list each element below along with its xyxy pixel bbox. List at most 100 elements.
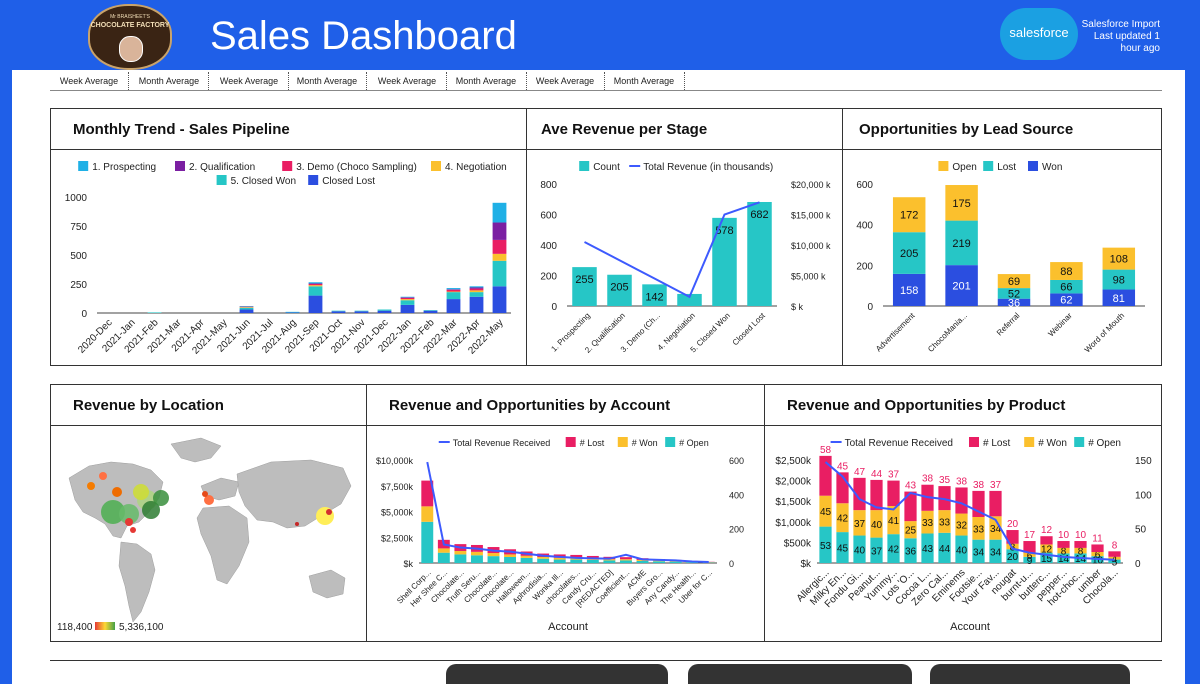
tab-month-average[interactable]: Month Average: [288, 72, 367, 90]
tab-month-average[interactable]: Month Average: [446, 72, 527, 90]
panel-revenue-location: Revenue by Location: [50, 384, 368, 642]
combo-bar-segment: [587, 560, 599, 563]
y-tick-label: 600: [856, 180, 873, 191]
tab-week-average[interactable]: Week Average: [368, 72, 447, 90]
y-tick-label: 200: [856, 261, 873, 272]
tab-month-average[interactable]: Month Average: [130, 72, 209, 90]
y-tick-label: 750: [70, 222, 87, 233]
y2-tick-label: $10,000 k: [791, 241, 831, 251]
legend-label: Open: [952, 162, 976, 173]
legend-label: # Won: [632, 438, 658, 448]
bar-data-label: 158: [900, 285, 918, 297]
combo-bar-segment: [504, 557, 516, 563]
bar-data-label: 37: [854, 519, 866, 530]
bar-data-label: 52: [1008, 288, 1020, 300]
legend-label: 3. Demo (Choco Sampling): [296, 162, 417, 173]
bar-data-label: 88: [1060, 266, 1072, 278]
legend-label: Closed Lost: [322, 176, 375, 187]
world-map[interactable]: 118,400 5,336,100: [51, 426, 367, 641]
y2-tick-label: 400: [729, 490, 744, 500]
legend-min: 118,400: [57, 622, 93, 633]
trend-bar-segment: [240, 306, 254, 307]
trend-bar-segment: [240, 310, 254, 313]
legend-swatch: [175, 161, 185, 171]
combo-bar-segment: [1057, 541, 1069, 548]
bar-data-label: 682: [750, 209, 768, 221]
trend-bar-segment: [470, 290, 484, 292]
trend-bar-segment: [401, 297, 415, 298]
trend-bar-segment: [309, 282, 323, 283]
control-button[interactable]: [930, 664, 1130, 684]
legend-swatch: [969, 437, 979, 447]
tab-week-average[interactable]: Week Average: [210, 72, 289, 90]
y-tick-label: 600: [540, 211, 557, 222]
y-tick-label: $2,500k: [775, 456, 812, 467]
y2-tick-label: 100: [1135, 490, 1152, 501]
location-bubble: [326, 509, 332, 515]
combo-bar-segment: [1108, 551, 1120, 556]
legend-swatch: [217, 175, 227, 185]
legend-label: # Won: [1038, 438, 1067, 449]
location-bubble: [130, 527, 136, 533]
trend-bar-segment: [378, 311, 392, 313]
location-bubble: [316, 507, 334, 525]
bar-data-label: 172: [900, 210, 918, 222]
y-tick-label: 400: [540, 241, 557, 252]
trend-bar-segment: [401, 297, 415, 298]
trend-bar-segment: [493, 223, 507, 240]
combo-bar-segment: [537, 557, 549, 559]
tab-month-average[interactable]: Month Average: [604, 72, 685, 90]
bar-data-label: 98: [1113, 275, 1125, 287]
control-button[interactable]: [446, 664, 668, 684]
location-bubble: [153, 490, 169, 506]
location-bubble: [295, 522, 299, 526]
location-bubble: [87, 482, 95, 490]
tab-week-average[interactable]: Week Average: [526, 72, 605, 90]
bar-data-label: 8: [1112, 540, 1118, 551]
trend-bar-segment: [401, 305, 415, 313]
control-button[interactable]: [688, 664, 912, 684]
trend-bar-segment: [240, 307, 254, 308]
combo-bar-segment: [570, 560, 582, 563]
trend-bar-segment: [470, 297, 484, 313]
trend-bar-segment: [332, 311, 346, 313]
bar-data-label: 42: [837, 514, 849, 525]
y-tick-label: $500k: [784, 538, 812, 549]
updated-label: Last updated 1 hour ago: [1080, 31, 1160, 55]
legend-label: 5. Closed Won: [231, 176, 296, 187]
bar-data-label: 45: [837, 544, 849, 555]
bar-data-label: 44: [871, 469, 883, 480]
y2-tick-label: $5,000 k: [791, 272, 826, 282]
y-tick-label: $2,500k: [381, 533, 414, 543]
bar-data-label: 69: [1008, 276, 1020, 288]
y2-tick-label: 0: [1135, 559, 1141, 570]
y-tick-label: 250: [70, 280, 87, 291]
combo-bar-segment: [471, 552, 483, 555]
combo-bar-segment: [454, 554, 466, 563]
bar-data-label: 8: [1078, 547, 1084, 558]
legend-label: Total Revenue Received: [845, 438, 953, 449]
combo-bar-segment: [521, 556, 533, 558]
legend-label: Total Revenue (in thousands): [643, 162, 773, 173]
panel-monthly-trend: Monthly Trend - Sales Pipeline 1. Prospe…: [50, 108, 528, 366]
tab-week-average[interactable]: Week Average: [50, 72, 129, 90]
trend-bar-segment: [355, 311, 369, 312]
legend-label: 4. Negotiation: [445, 162, 507, 173]
trend-bar-segment: [309, 283, 323, 284]
y2-tick-label: 600: [729, 456, 744, 466]
panel-title: Monthly Trend - Sales Pipeline: [73, 121, 290, 138]
trend-bar-segment: [470, 292, 484, 297]
bar-data-label: 205: [610, 282, 628, 294]
trend-bar-segment: [286, 312, 300, 313]
legend-swatch: [1028, 161, 1038, 171]
trend-bar-segment: [309, 285, 323, 286]
combo-bar-segment: [1091, 544, 1103, 552]
y-tick-label: $2,000k: [775, 477, 812, 488]
bar-data-label: 37: [888, 470, 900, 481]
y-tick-label: $k: [800, 559, 812, 570]
combo-bar-segment: [653, 561, 665, 563]
combo-bar-segment: [637, 561, 649, 563]
combo-bar-segment: [620, 557, 632, 559]
bar-data-label: 36: [905, 547, 917, 558]
panel-body: Total Revenue Received# Lost# Won# Open$…: [367, 425, 765, 641]
